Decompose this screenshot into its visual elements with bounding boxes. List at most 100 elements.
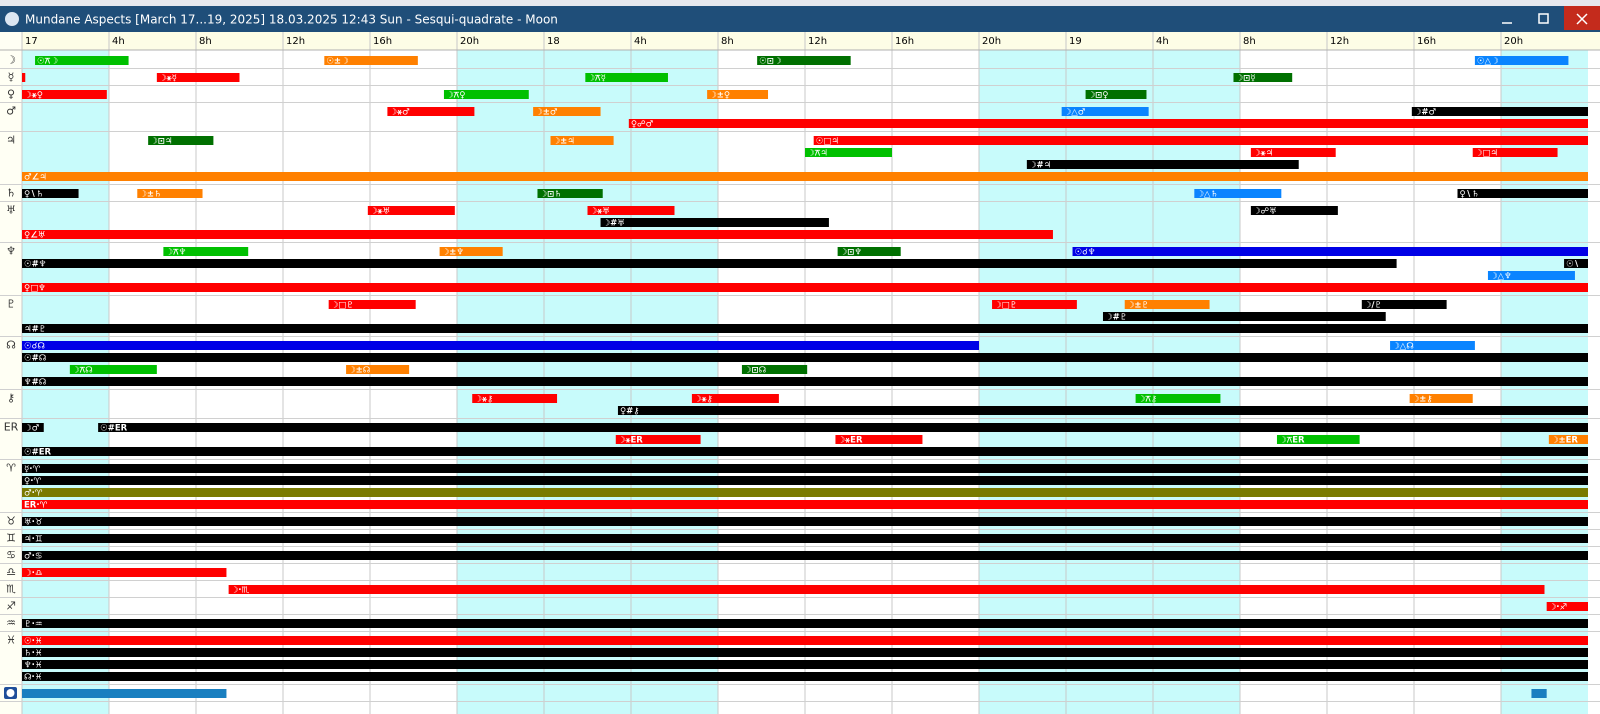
symbol-column <box>0 32 22 714</box>
aspect-bar <box>22 517 1588 526</box>
aspect-bar <box>1250 206 1338 215</box>
aspect-bar <box>22 230 1053 239</box>
time-tick-label: 4h <box>634 36 647 47</box>
aspect-label: ☽△♂ <box>1064 108 1086 118</box>
aspect-bar <box>587 206 675 215</box>
aspect-label: ☉☌☊ <box>24 342 45 352</box>
aspect-label: ☽△♆ <box>1490 272 1512 282</box>
aspect-bar <box>472 394 558 403</box>
aspect-label: ☽#♃ <box>1029 161 1051 171</box>
row-symbol: ☊ <box>6 339 16 352</box>
maximize-button[interactable] <box>1527 8 1561 30</box>
row-symbol: ⚷ <box>7 392 15 405</box>
aspect-bar <box>1250 148 1336 157</box>
row-symbol: ♄ <box>6 187 16 200</box>
aspect-bar <box>22 689 227 698</box>
aspect-bar <box>22 568 227 577</box>
aspect-label: ☉⊡☽ <box>759 57 781 67</box>
aspect-label: ☉#ER <box>100 424 128 434</box>
aspect-label: ☽∕♇ <box>1364 301 1382 311</box>
aspect-label: ☿·♈ <box>24 465 40 475</box>
row-icon-dot <box>6 689 15 697</box>
aspect-bar <box>1487 271 1575 280</box>
aspect-label: ☽±⚷ <box>1412 395 1433 405</box>
time-tick-label: 16h <box>373 36 392 47</box>
aspect-bar <box>22 341 979 350</box>
aspect-label: ☽⚻⚷ <box>1138 395 1158 405</box>
aspect-label: ☉±☽ <box>326 57 348 67</box>
time-tick-label: 8h <box>199 36 212 47</box>
aspect-label: ☉☌♆ <box>1075 248 1096 258</box>
minimize-button[interactable] <box>1490 8 1524 30</box>
aspect-bar <box>98 423 1588 432</box>
aspect-bar <box>1072 247 1588 256</box>
row-symbol: ♎ <box>6 566 16 579</box>
aspect-label: ♀#⚷ <box>620 407 640 417</box>
window-title: Mundane Aspects [March 17...19, 2025] 18… <box>25 13 558 27</box>
time-tick-label: 12h <box>1330 36 1349 47</box>
aspect-label: ♀·♈ <box>24 477 41 487</box>
aspect-bar <box>1390 341 1475 350</box>
aspect-label: ☽±☊ <box>348 366 370 376</box>
aspect-label: ☽⚹♂ <box>389 108 410 118</box>
aspect-bar <box>22 476 1588 485</box>
time-header <box>22 32 1600 50</box>
aspect-bar <box>1194 189 1282 198</box>
aspect-bar <box>550 136 614 145</box>
time-tick-label: 17 <box>25 36 38 47</box>
aspect-bar <box>22 189 79 198</box>
aspect-bar <box>22 423 44 432</box>
time-tick-label: 19 <box>1069 36 1082 47</box>
aspect-bar <box>813 136 1588 145</box>
aspect-bar <box>22 73 26 82</box>
aspect-bar <box>22 447 1588 456</box>
aspect-label: ☽⊡♆ <box>840 248 862 258</box>
aspect-bar <box>443 90 529 99</box>
aspect-label: ☽⊡♄ <box>539 190 561 200</box>
aspect-label: ☊·♓ <box>24 673 42 683</box>
row-symbol: ♋ <box>6 549 16 562</box>
aspect-bar <box>1548 435 1588 444</box>
aspect-bar <box>163 247 249 256</box>
aspect-bar <box>615 435 701 444</box>
aspect-label: ☽⊡♃ <box>150 137 172 147</box>
aspect-label: ☽□♃ <box>1475 149 1498 159</box>
aspect-label: ☽⚻ER <box>1279 436 1305 446</box>
aspect-label: ☽⚻☿ <box>587 74 606 84</box>
window-controls <box>1490 6 1600 30</box>
aspect-bar <box>22 353 1588 362</box>
row-symbol: ♀ <box>7 88 15 101</box>
aspect-bar <box>22 672 1588 681</box>
time-tick-label: 16h <box>1417 36 1436 47</box>
row-symbol: ♇ <box>6 298 16 311</box>
aspect-bar <box>1546 602 1588 611</box>
aspect-label: ☽⚻☊ <box>72 366 93 376</box>
aspect-label: ☽#♅ <box>603 219 625 229</box>
row-symbol: ♃ <box>6 134 16 147</box>
aspect-bar <box>1457 189 1588 198</box>
row-symbol: ♓ <box>6 634 16 647</box>
aspect-bar <box>1361 300 1447 309</box>
aspect-bar <box>387 107 475 116</box>
aspect-bar <box>837 247 901 256</box>
row-symbol: ♒ <box>6 617 16 630</box>
aspect-bar <box>22 324 1588 333</box>
aspect-bar <box>628 119 1588 128</box>
aspect-bar <box>328 300 416 309</box>
aspect-label: ♂·♋ <box>24 552 42 562</box>
aspect-label: ♇·♒ <box>24 620 42 630</box>
aspect-label: ☽⚹♀ <box>24 91 43 101</box>
aspect-label: ☉·♓ <box>24 637 42 647</box>
aspect-bar <box>585 73 668 82</box>
aspect-bar <box>1564 259 1588 268</box>
time-tick-label: 4h <box>112 36 125 47</box>
aspect-bar <box>805 148 892 157</box>
aspect-label: ☽·♐ <box>1549 603 1567 613</box>
aspect-bar <box>22 283 1588 292</box>
aspect-label: ☽·♎ <box>24 569 42 579</box>
aspect-label: ☽△☊ <box>1392 342 1414 352</box>
aspect-bar <box>1276 435 1360 444</box>
row-symbol: ☽ <box>6 54 16 67</box>
aspect-bar <box>22 377 1588 386</box>
